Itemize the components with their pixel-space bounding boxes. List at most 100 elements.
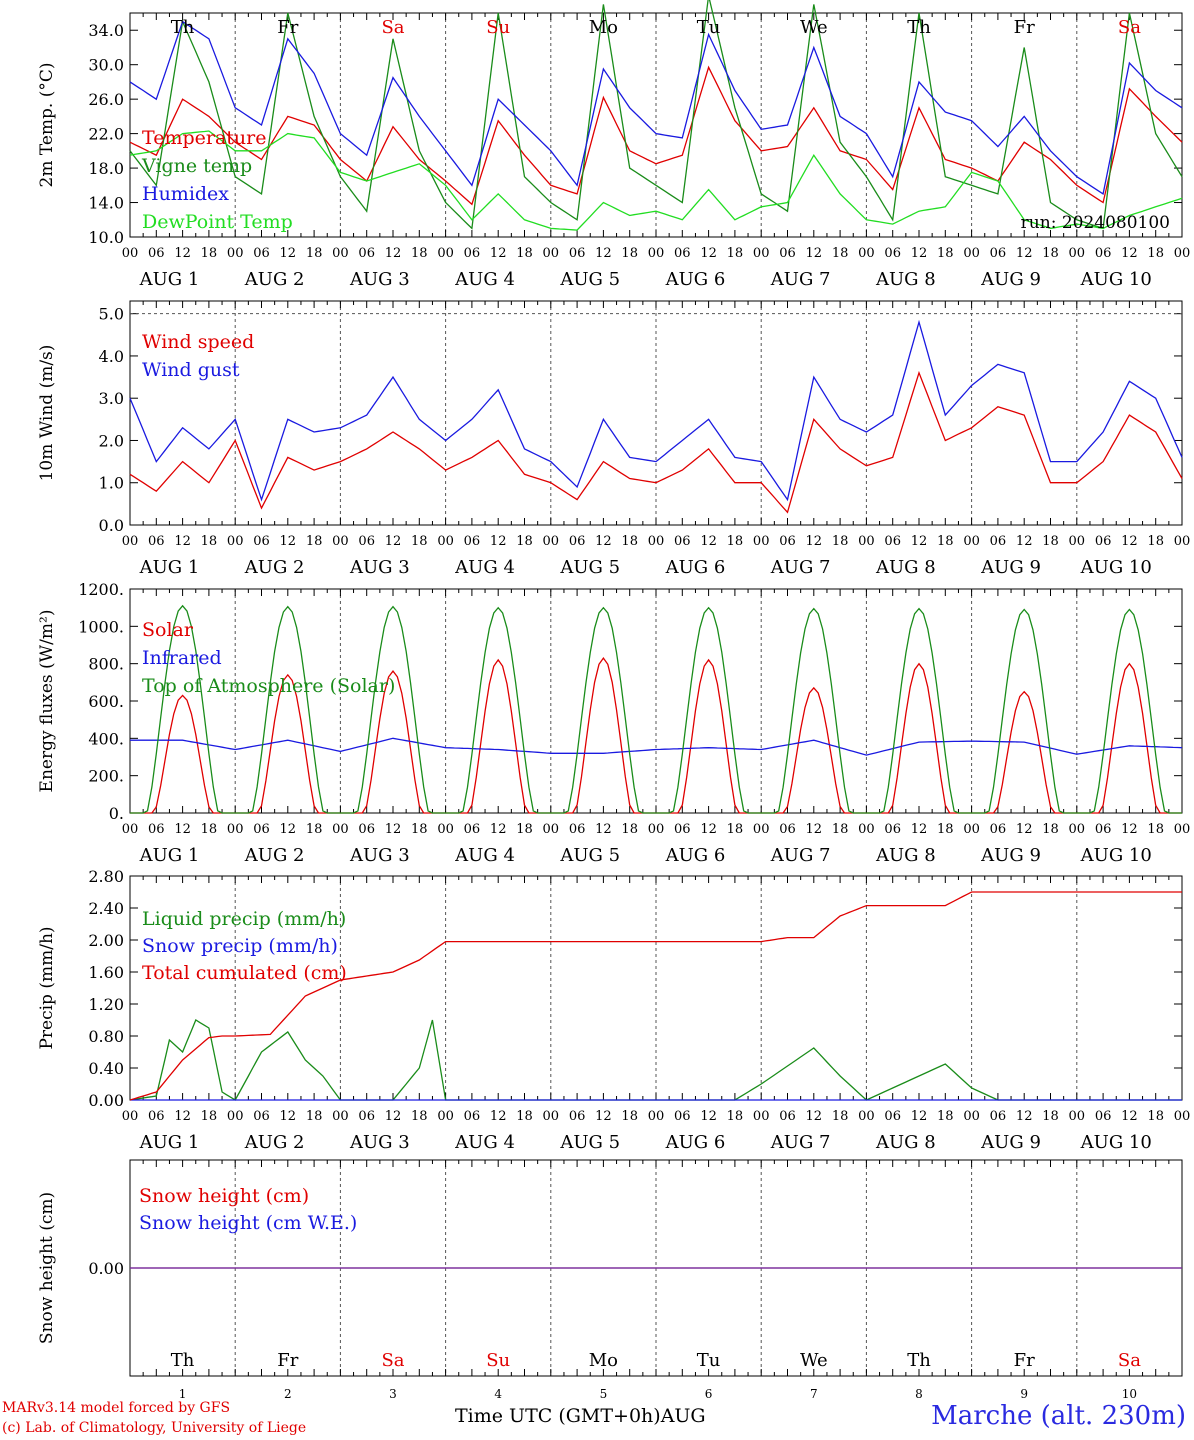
- y-tick-label: 800.: [88, 655, 124, 674]
- hour-label: 18: [727, 246, 744, 261]
- day-name-label: Su: [486, 17, 510, 38]
- hour-label: 06: [674, 1109, 691, 1124]
- hour-label: 12: [700, 1109, 717, 1124]
- hour-label: 12: [700, 822, 717, 837]
- hour-label: 12: [806, 822, 823, 837]
- series-line: [129, 319, 1183, 502]
- hour-label: 18: [937, 246, 954, 261]
- day-number-label: 8: [915, 1387, 923, 1401]
- hour-label: 06: [779, 1109, 796, 1124]
- hour-label: 00: [963, 1109, 980, 1124]
- day-name-label: Tu: [697, 17, 721, 38]
- station-label: Marche (alt. 230m): [931, 1401, 1186, 1431]
- hour-label: 06: [253, 246, 270, 261]
- hour-label: 18: [201, 1109, 218, 1124]
- date-label: AUG 4: [454, 1132, 515, 1153]
- hour-label: 06: [779, 246, 796, 261]
- legend-label: Infrared: [142, 647, 222, 669]
- day-number-label: 1: [179, 1387, 187, 1401]
- series-line: [130, 737, 1183, 756]
- hour-label: 00: [858, 1109, 875, 1124]
- hour-label: 06: [148, 822, 165, 837]
- date-label: AUG 5: [559, 845, 620, 866]
- series-line: [130, 604, 1182, 814]
- hour-label: 06: [674, 246, 691, 261]
- date-label: AUG 2: [244, 557, 305, 578]
- hour-label: 12: [1121, 1109, 1138, 1124]
- legend-label: Top of Atmosphere (Solar): [142, 675, 395, 697]
- hour-label: 18: [937, 1109, 954, 1124]
- hour-label: 12: [490, 246, 507, 261]
- plot-frame: [129, 12, 1183, 238]
- hour-label: 18: [621, 822, 638, 837]
- date-label: AUG 10: [1080, 557, 1152, 578]
- hour-label: 06: [358, 246, 375, 261]
- date-label: AUG 2: [244, 1132, 305, 1153]
- date-label: AUG 8: [875, 269, 936, 290]
- day-number-label: 9: [1020, 1387, 1028, 1401]
- hour-label: 06: [464, 1109, 481, 1124]
- y-tick-label: 2.00: [88, 931, 124, 950]
- hour-label: 18: [201, 534, 218, 549]
- hour-label: 00: [858, 822, 875, 837]
- hour-label: 12: [174, 534, 191, 549]
- day-name-label: Sa: [381, 17, 404, 38]
- y-tick-label: 0.00: [88, 1259, 124, 1278]
- hour-label: 00: [648, 534, 665, 549]
- hour-label: 00: [963, 534, 980, 549]
- hour-label: 00: [1174, 246, 1191, 261]
- hour-label: 06: [148, 1109, 165, 1124]
- hour-label: 00: [858, 534, 875, 549]
- hour-label: 18: [411, 1109, 428, 1124]
- hour-label: 18: [1042, 246, 1059, 261]
- plot-frame: [129, 300, 1183, 526]
- hour-label: 18: [1042, 822, 1059, 837]
- day-name-label: Fr: [1014, 1350, 1035, 1371]
- date-label: AUG 7: [770, 1132, 831, 1153]
- day-name-label: Sa: [1118, 17, 1141, 38]
- y-tick-label: 0.40: [88, 1059, 124, 1078]
- hour-label: 06: [569, 534, 586, 549]
- hour-label: 18: [306, 534, 323, 549]
- day-number-label: 6: [705, 1387, 713, 1401]
- hour-label: 12: [595, 822, 612, 837]
- y-tick-label: 0.00: [88, 1091, 124, 1110]
- hour-label: 18: [201, 246, 218, 261]
- series-line: [129, 65, 1183, 206]
- hour-label: 12: [1016, 1109, 1033, 1124]
- hour-label: 06: [1095, 1109, 1112, 1124]
- hour-label: 00: [1174, 822, 1191, 837]
- hour-label: 06: [253, 534, 270, 549]
- day-name-label: Fr: [277, 1350, 298, 1371]
- day-name-label: Su: [486, 1350, 510, 1371]
- day-number-label: 7: [810, 1387, 818, 1401]
- y-tick-label: 10.0: [88, 228, 124, 247]
- hour-label: 00: [648, 246, 665, 261]
- date-label: AUG 8: [875, 557, 936, 578]
- plot-frame: [129, 588, 1183, 814]
- hour-label: 00: [437, 246, 454, 261]
- hour-label: 06: [253, 822, 270, 837]
- day-name-label: Mo: [589, 1350, 618, 1371]
- y-tick-label: 1200.: [78, 580, 124, 599]
- hour-label: 12: [1016, 246, 1033, 261]
- hour-label: 12: [911, 534, 928, 549]
- hour-label: 06: [148, 534, 165, 549]
- hour-label: 06: [990, 822, 1007, 837]
- date-label: AUG 5: [559, 557, 620, 578]
- hour-label: 12: [385, 534, 402, 549]
- hour-label: 00: [437, 534, 454, 549]
- series-line: [129, 20, 1183, 195]
- hour-label: 06: [779, 822, 796, 837]
- y-tick-label: 400.: [88, 729, 124, 748]
- hour-label: 06: [358, 534, 375, 549]
- time-axis-label: Time UTC (GMT+0h): [455, 1405, 661, 1427]
- hour-label: 18: [832, 246, 849, 261]
- hour-label: 06: [1095, 246, 1112, 261]
- hour-label: 06: [990, 1109, 1007, 1124]
- y-tick-label: 1.60: [88, 963, 124, 982]
- hour-label: 18: [411, 822, 428, 837]
- hour-label: 12: [806, 1109, 823, 1124]
- hour-label: 18: [832, 822, 849, 837]
- y-tick-label: 0.80: [88, 1027, 124, 1046]
